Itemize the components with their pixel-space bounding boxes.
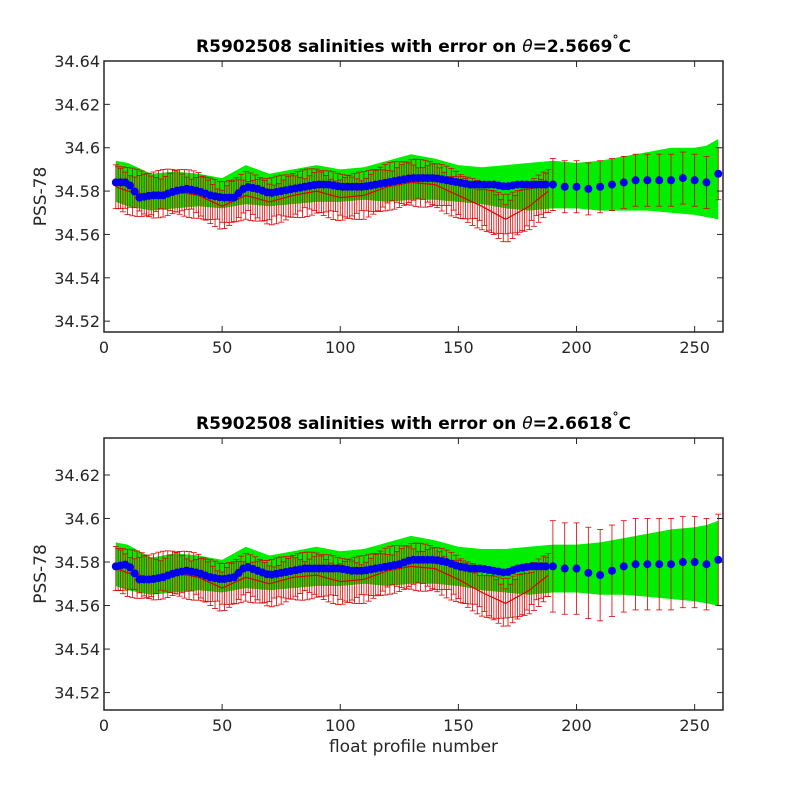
x-tick-label: 50 xyxy=(212,716,232,735)
x-tick-label: 250 xyxy=(679,716,710,735)
profile-marker xyxy=(714,169,723,178)
title-unit: C xyxy=(618,37,630,57)
profile-marker xyxy=(560,182,569,191)
y-tick-label: 34.54 xyxy=(54,640,100,659)
title-symbol: θ xyxy=(522,414,533,434)
profile-marker xyxy=(702,560,711,569)
y-tick-label: 34.52 xyxy=(54,684,100,703)
profile-marker xyxy=(714,555,723,564)
axes-box xyxy=(103,60,724,333)
profile-marker xyxy=(584,184,593,193)
profile-marker xyxy=(548,562,557,571)
title-value: =2.5669 xyxy=(533,37,613,57)
profile-marker xyxy=(678,174,687,183)
y-tick-label: 34.6 xyxy=(64,139,100,158)
profile-marker xyxy=(541,562,550,571)
profile-marker xyxy=(596,571,605,580)
profile-marker xyxy=(125,563,134,572)
x-tick-label: 150 xyxy=(443,716,474,735)
profile-marker xyxy=(130,187,139,196)
profile-marker xyxy=(702,178,711,187)
profile-markers xyxy=(111,555,723,584)
profile-marker xyxy=(643,560,652,569)
profile-marker xyxy=(572,182,581,191)
profile-marker xyxy=(607,566,616,575)
title-unit: C xyxy=(618,414,630,434)
profile-marker xyxy=(619,562,628,571)
profile-marker xyxy=(548,180,557,189)
profile-marker xyxy=(619,178,628,187)
y-tick-label: 34.64 xyxy=(54,52,100,71)
chart-title: R5902508 salinities with error on θ=2.56… xyxy=(196,33,631,57)
profile-marker xyxy=(560,564,569,573)
profile-marker xyxy=(655,176,664,185)
y-axis-label: PSS-78 xyxy=(31,544,51,604)
y-tick-label: 34.62 xyxy=(54,466,100,485)
x-axis-label: float profile number xyxy=(329,737,498,757)
x-tick-label: 200 xyxy=(561,716,592,735)
profile-marker xyxy=(678,558,687,567)
y-tick-label: 34.6 xyxy=(64,510,100,529)
title-value: =2.6618 xyxy=(533,414,613,434)
x-tick-label: 50 xyxy=(212,338,232,357)
x-tick-label: 100 xyxy=(325,338,356,357)
bottom-subplot: 0 50 100 150 200 250 34.52 34.54 34.56 34.58 34.6 3… xyxy=(31,410,724,757)
profile-marker xyxy=(541,180,550,189)
profile-marker xyxy=(572,564,581,573)
y-tick-label: 34.58 xyxy=(54,182,100,201)
x-tick-label: 200 xyxy=(561,338,592,357)
profile-marker xyxy=(667,560,676,569)
profile-marker xyxy=(643,176,652,185)
profile-marker xyxy=(584,568,593,577)
chart-title: R5902508 salinities with error on θ=2.66… xyxy=(196,410,631,434)
profile-marker xyxy=(125,181,134,190)
y-tick-label: 34.54 xyxy=(54,269,100,288)
profile-marker xyxy=(130,569,139,578)
profile-marker xyxy=(607,180,616,189)
title-degree: ° xyxy=(612,33,618,47)
y-tick-label: 34.52 xyxy=(54,312,100,331)
x-tick-label: 0 xyxy=(99,716,109,735)
profile-marker xyxy=(631,560,640,569)
y-axis-label: PSS-78 xyxy=(31,167,51,227)
profile-marker xyxy=(655,560,664,569)
x-tick-label: 100 xyxy=(325,716,356,735)
profile-marker xyxy=(690,558,699,567)
profile-marker xyxy=(667,176,676,185)
title-prefix: R5902508 salinities with error on xyxy=(196,414,522,434)
axes-box xyxy=(103,437,724,711)
profile-markers xyxy=(111,169,723,202)
profile-marker xyxy=(596,182,605,191)
x-tick-label: 150 xyxy=(443,338,474,357)
x-tick-label: 250 xyxy=(679,338,710,357)
title-prefix: R5902508 salinities with error on xyxy=(196,37,522,57)
profile-marker xyxy=(690,176,699,185)
title-degree: ° xyxy=(612,410,618,424)
y-tick-label: 34.56 xyxy=(54,597,100,616)
profile-marker xyxy=(631,176,640,185)
top-subplot: 0 50 100 150 200 250 34.52 34.54 34.56 34.58 34.6 3… xyxy=(31,33,724,357)
title-symbol: θ xyxy=(522,37,533,57)
x-tick-label: 0 xyxy=(99,338,109,357)
y-tick-label: 34.62 xyxy=(54,95,100,114)
y-tick-label: 34.56 xyxy=(54,225,100,244)
y-tick-label: 34.58 xyxy=(54,553,100,572)
